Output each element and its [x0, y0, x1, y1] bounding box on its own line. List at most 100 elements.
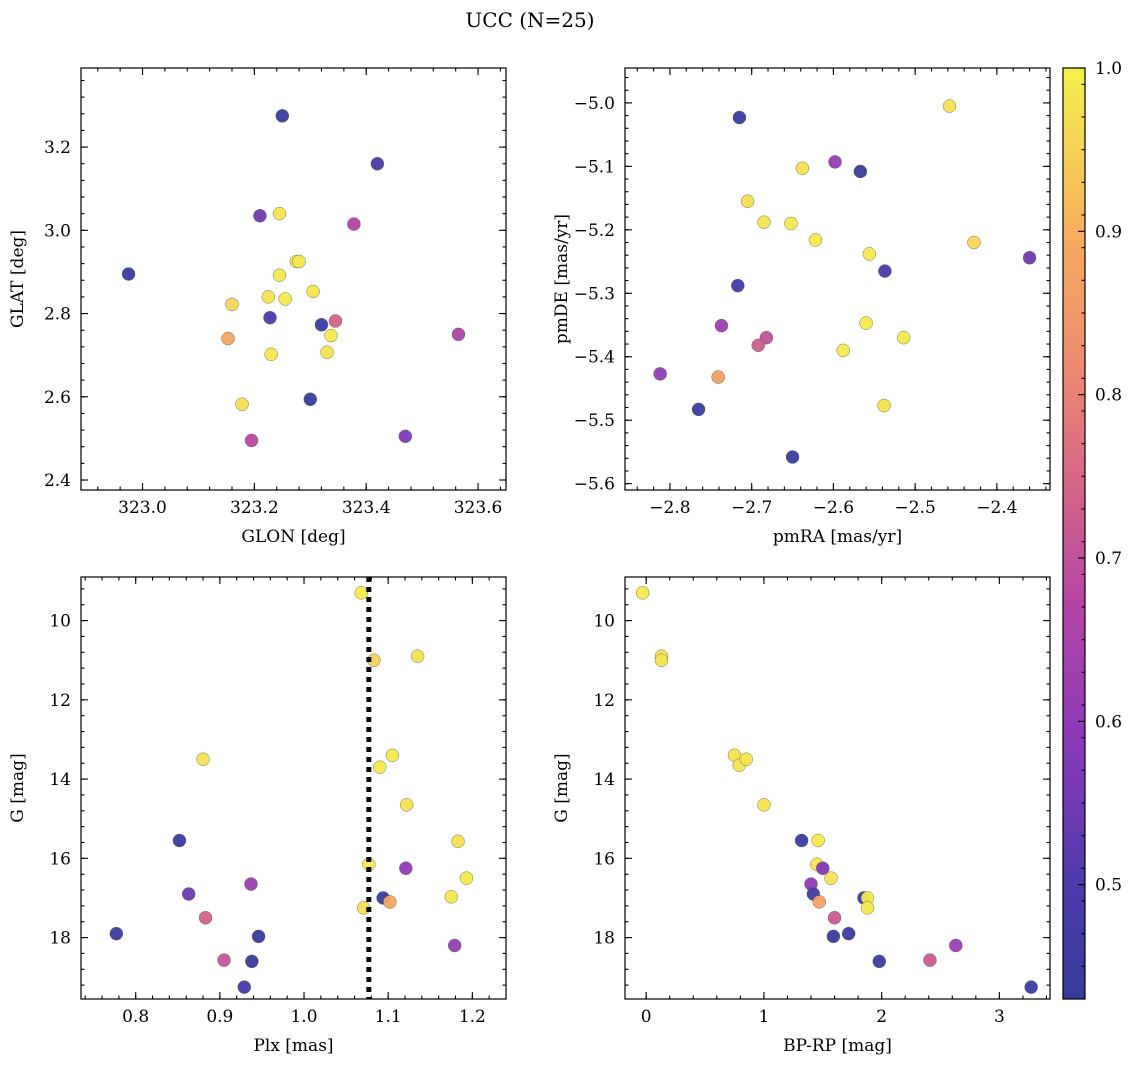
- data-point: [827, 911, 842, 925]
- data-point: [785, 450, 800, 464]
- y-tick-label: −5.6: [574, 475, 615, 495]
- data-point: [253, 209, 267, 223]
- x-tick-label: −2.6: [813, 498, 854, 518]
- data-point: [784, 216, 798, 231]
- x-tick-label: 3: [994, 1007, 1005, 1027]
- data-point: [121, 267, 136, 281]
- x-tick-label: −2.4: [976, 498, 1017, 518]
- data-point: [196, 752, 210, 766]
- x-tick-label: 323.4: [342, 498, 391, 518]
- plot-frame: [624, 67, 1051, 491]
- data-point: [795, 161, 810, 175]
- x-tick-label: 323.0: [118, 498, 167, 518]
- scatter-panel-3: 0.8 0.9 1.0 1.1 1.2 10 12 14 16 18 Plx [mas] G [mag…: [8, 576, 507, 1056]
- data-point: [320, 345, 334, 359]
- x-tick-label: −2.8: [649, 498, 690, 518]
- y-tick-label: 10: [593, 612, 615, 632]
- data-point: [811, 833, 825, 848]
- plot-frame: [80, 67, 507, 491]
- data-point: [967, 235, 981, 250]
- data-point: [740, 194, 755, 208]
- x-tick-label: 0.8: [122, 1007, 149, 1027]
- data-point: [370, 157, 385, 171]
- x-tick-label: 0.9: [206, 1007, 233, 1027]
- colorbar-frame: [1062, 67, 1086, 1000]
- data-point: [399, 798, 414, 812]
- data-point: [711, 370, 725, 384]
- data-point: [949, 938, 963, 953]
- data-point: [824, 871, 838, 885]
- y-tick-label: 12: [49, 691, 71, 711]
- data-point: [653, 367, 667, 381]
- data-point: [306, 284, 320, 299]
- data-point: [235, 397, 249, 411]
- y-tick-label: 12: [593, 691, 615, 711]
- data-point: [751, 338, 765, 353]
- data-point: [221, 331, 235, 346]
- data-point: [244, 433, 259, 448]
- y-axis-label: pmDE [mas/yr]: [552, 214, 572, 344]
- y-tick-label: 16: [49, 849, 71, 869]
- data-point: [816, 861, 830, 875]
- data-point: [444, 890, 458, 904]
- y-tick-label: 2.4: [44, 471, 71, 491]
- data-point: [739, 752, 753, 766]
- x-tick-label: −2.5: [895, 498, 936, 518]
- y-axis-label: G [mag]: [8, 753, 28, 822]
- y-tick-label: 3.0: [44, 221, 71, 241]
- colorbar-tick-label: 0.8: [1095, 386, 1122, 406]
- y-tick-label: 14: [49, 770, 71, 790]
- x-tick-label: −2.7: [731, 498, 772, 518]
- y-tick-label: 2.6: [44, 388, 71, 408]
- y-tick-label: −5.5: [574, 411, 615, 431]
- data-point: [292, 254, 306, 269]
- colorbar-tick-label: 0.7: [1095, 549, 1122, 569]
- data-point: [217, 953, 231, 967]
- data-point: [757, 798, 771, 812]
- x-tick-label: 0: [641, 1007, 652, 1027]
- data-point: [877, 398, 891, 413]
- x-tick-label: 1.0: [290, 1007, 317, 1027]
- x-tick-label: 1.2: [459, 1007, 486, 1027]
- data-point: [109, 926, 124, 941]
- data-point: [1024, 980, 1038, 994]
- data-point: [263, 311, 277, 325]
- x-axis-label: GLON [deg]: [241, 527, 345, 547]
- scatter-panel-1: 323.0 323.2 323.4 323.6 2.4 2.6 2.8 3.0 3.2 GLON …: [8, 67, 507, 547]
- data-point: [853, 164, 868, 179]
- y-tick-label: 10: [49, 612, 71, 632]
- data-point: [757, 215, 771, 229]
- colorbar-gradient: [1063, 68, 1085, 999]
- data-point: [447, 938, 462, 953]
- data-point: [245, 954, 259, 969]
- data-point: [237, 980, 251, 994]
- data-point: [794, 833, 809, 848]
- x-tick-label: 1.1: [375, 1007, 402, 1027]
- data-point: [264, 347, 278, 362]
- data-point: [451, 834, 465, 848]
- data-point: [272, 268, 287, 282]
- data-point: [410, 649, 425, 663]
- data-point: [859, 316, 873, 330]
- data-point: [812, 895, 826, 909]
- data-point: [303, 392, 317, 406]
- data-point: [261, 290, 276, 304]
- y-tick-label: −5.2: [574, 221, 615, 241]
- x-tick-label: 2: [876, 1007, 887, 1027]
- plot-frame: [624, 576, 1051, 1000]
- y-tick-label: 14: [593, 770, 615, 790]
- data-point: [373, 760, 387, 774]
- data-point: [383, 895, 397, 909]
- data-point: [732, 110, 747, 125]
- data-point: [398, 429, 413, 444]
- data-point: [836, 343, 850, 358]
- y-tick-label: 2.8: [44, 305, 71, 325]
- data-point: [278, 292, 292, 306]
- data-point: [862, 247, 877, 261]
- x-tick-label: 1: [759, 1007, 770, 1027]
- data-point: [244, 877, 258, 891]
- data-point: [275, 109, 290, 123]
- data-point: [347, 217, 361, 231]
- colorbar-tick-label: 0.9: [1095, 222, 1122, 242]
- data-point: [225, 297, 239, 312]
